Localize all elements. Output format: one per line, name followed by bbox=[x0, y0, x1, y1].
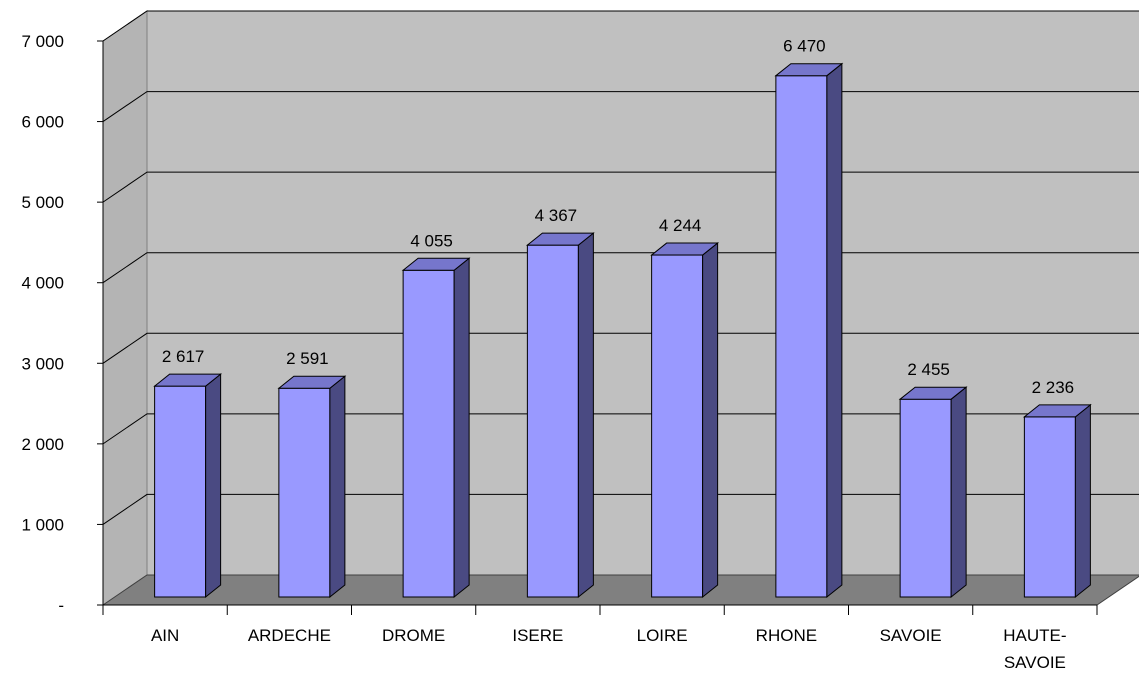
bar bbox=[153, 373, 223, 599]
bar-front bbox=[651, 254, 704, 598]
category-label: SAVOIE bbox=[880, 626, 942, 645]
y-tick-label: 5 000 bbox=[21, 193, 64, 212]
bar bbox=[898, 386, 968, 599]
data-label: 6 470 bbox=[783, 37, 826, 56]
bar bbox=[277, 375, 347, 599]
y-tick-label: 6 000 bbox=[21, 113, 64, 132]
bar-top bbox=[898, 386, 968, 400]
data-label: 4 055 bbox=[410, 231, 453, 250]
data-label: 2 617 bbox=[162, 347, 205, 366]
bar-top bbox=[401, 257, 471, 271]
gridline bbox=[102, 10, 1139, 42]
category-label: HAUTE- bbox=[1003, 626, 1066, 645]
data-label: 2 455 bbox=[907, 360, 950, 379]
data-label: 2 591 bbox=[286, 349, 329, 368]
bar-front bbox=[899, 398, 952, 598]
bar bbox=[774, 62, 844, 599]
y-tick-label: 2 000 bbox=[21, 435, 64, 454]
data-label: 4 367 bbox=[535, 206, 578, 225]
bar-front bbox=[1023, 416, 1076, 598]
bar bbox=[650, 242, 720, 599]
data-label: 4 244 bbox=[659, 216, 702, 235]
bar-front bbox=[402, 269, 455, 598]
side-wall bbox=[102, 10, 148, 606]
category-label: SAVOIE bbox=[1004, 653, 1066, 672]
category-label: DROME bbox=[382, 626, 445, 645]
y-tick-label: - bbox=[58, 596, 64, 615]
floor bbox=[101, 574, 1139, 606]
bar-front bbox=[526, 244, 579, 598]
bar-side bbox=[205, 373, 222, 599]
bar-top bbox=[1022, 404, 1092, 418]
bar bbox=[401, 257, 471, 599]
bar-side bbox=[702, 242, 719, 599]
y-tick-label: 7 000 bbox=[21, 32, 64, 51]
y-tick-label: 1 000 bbox=[21, 515, 64, 534]
category-label: RHONE bbox=[756, 626, 817, 645]
category-label: AIN bbox=[151, 626, 179, 645]
bar-top bbox=[153, 373, 223, 387]
bar-side bbox=[453, 257, 470, 599]
bar-side bbox=[577, 232, 594, 599]
data-label: 2 236 bbox=[1032, 378, 1075, 397]
bar-front bbox=[775, 75, 828, 598]
bar bbox=[525, 232, 595, 599]
bar-side bbox=[826, 62, 843, 599]
bar-side bbox=[950, 386, 967, 599]
y-tick-label: 3 000 bbox=[21, 354, 64, 373]
category-label: LOIRE bbox=[637, 626, 688, 645]
bar-top bbox=[650, 242, 720, 256]
category-label: ARDECHE bbox=[248, 626, 331, 645]
bar-top bbox=[774, 63, 844, 77]
bar-side bbox=[1074, 403, 1091, 599]
y-tick-label: 4 000 bbox=[21, 274, 64, 293]
bar-front bbox=[278, 387, 331, 598]
bar-front bbox=[154, 385, 207, 598]
category-label: ISERE bbox=[512, 626, 563, 645]
bar-top bbox=[525, 232, 595, 246]
bar-top bbox=[277, 375, 347, 389]
bar-side bbox=[329, 375, 346, 599]
bar bbox=[1022, 403, 1092, 599]
